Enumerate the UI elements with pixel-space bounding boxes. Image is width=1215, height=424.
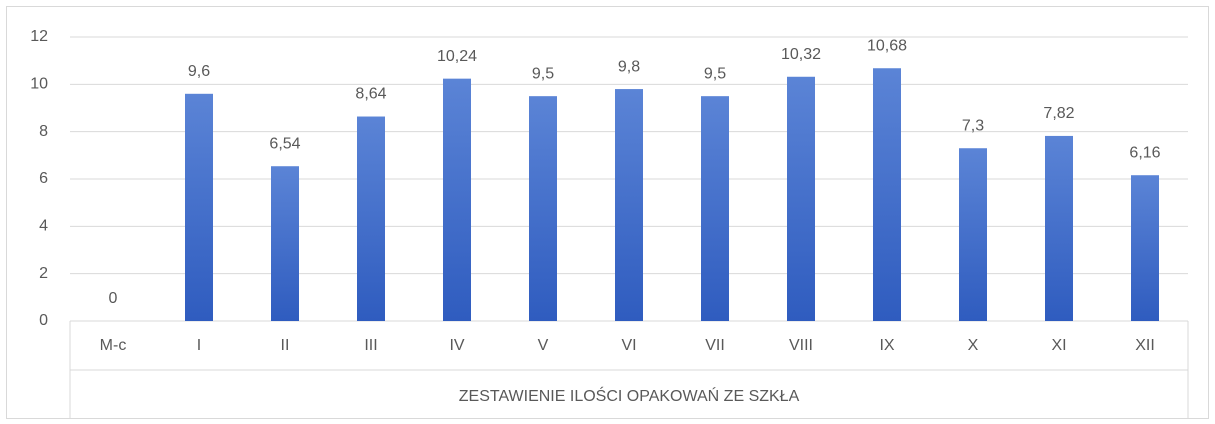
bar xyxy=(185,93,213,321)
value-label: 10,68 xyxy=(867,37,907,54)
bar xyxy=(1045,135,1073,321)
y-tick-label: 0 xyxy=(39,312,48,329)
value-label: 10,24 xyxy=(437,48,477,65)
value-label: 6,16 xyxy=(1129,144,1160,161)
bar xyxy=(1131,175,1159,321)
value-label: 7,3 xyxy=(962,117,984,134)
bar xyxy=(959,148,987,321)
bar xyxy=(615,89,643,321)
value-label: 8,64 xyxy=(355,86,386,103)
x-tick-label: X xyxy=(968,337,979,354)
bar xyxy=(873,68,901,322)
x-tick-label: XI xyxy=(1051,337,1066,354)
bar xyxy=(529,96,557,322)
value-label: 9,5 xyxy=(532,65,554,82)
y-tick-label: 6 xyxy=(39,170,48,187)
bar xyxy=(271,166,299,321)
bar xyxy=(357,116,385,322)
chart-border xyxy=(6,6,1209,419)
y-tick-label: 12 xyxy=(30,28,48,45)
value-label: 9,5 xyxy=(704,65,726,82)
value-label: 0 xyxy=(109,290,118,307)
bar xyxy=(443,78,471,321)
value-label: 6,54 xyxy=(269,135,300,152)
value-label: 10,32 xyxy=(781,46,821,63)
x-tick-label: II xyxy=(281,337,290,354)
x-tick-label: V xyxy=(538,337,549,354)
x-tick-label: VIII xyxy=(789,337,813,354)
bar xyxy=(701,96,729,322)
x-tick-label: M-c xyxy=(100,337,127,354)
value-label: 9,8 xyxy=(618,58,640,75)
x-tick-label: IX xyxy=(879,337,894,354)
x-tick-label: IV xyxy=(449,337,464,354)
y-tick-label: 4 xyxy=(39,218,48,235)
y-tick-label: 2 xyxy=(39,265,48,282)
x-tick-label: XII xyxy=(1135,337,1155,354)
x-tick-label: I xyxy=(197,337,201,354)
y-tick-label: 10 xyxy=(30,76,48,93)
x-tick-label: III xyxy=(364,337,377,354)
value-label: 9,6 xyxy=(188,63,210,80)
x-axis-label: ZESTAWIENIE ILOŚCI OPAKOWAŃ ZE SZKŁA xyxy=(459,386,800,405)
value-label: 7,82 xyxy=(1043,105,1074,122)
x-tick-label: VI xyxy=(621,337,636,354)
x-tick-label: VII xyxy=(705,337,725,354)
y-tick-label: 8 xyxy=(39,123,48,140)
bar xyxy=(787,76,815,321)
